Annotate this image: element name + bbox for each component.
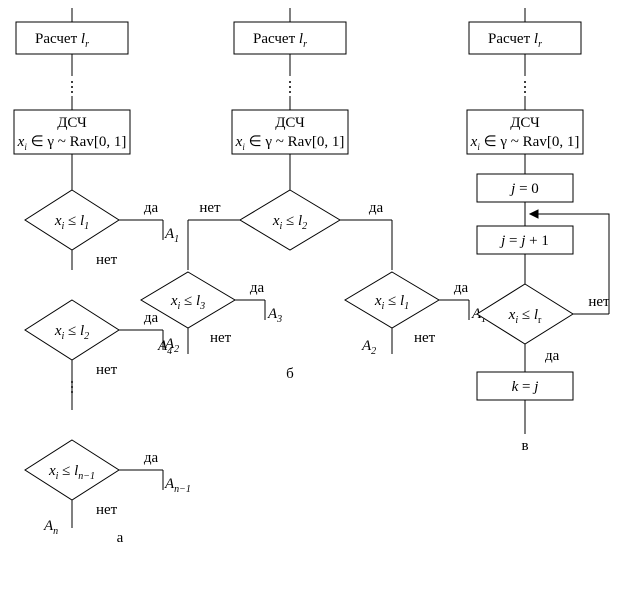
sink-label: A2 — [361, 338, 376, 357]
dsch-title: ДСЧ — [57, 115, 87, 131]
yes-label: да — [545, 348, 560, 364]
sink-label: An−1 — [164, 476, 191, 495]
dsch-content: xi ∈ γ ~ Rav[0, 1] — [470, 134, 580, 152]
no-label: нет — [96, 252, 118, 268]
yes-label: да — [250, 280, 265, 296]
yes-label: да — [144, 200, 159, 216]
yes-label: да — [454, 280, 469, 296]
caption-a: а — [117, 530, 124, 546]
sink-label: A1 — [164, 226, 179, 245]
no-label: нет — [96, 502, 118, 518]
no-label: нет — [588, 294, 610, 310]
yes-label: да — [144, 310, 159, 326]
no-label: нет — [96, 362, 118, 378]
dsch-title: ДСЧ — [510, 115, 540, 131]
no-label: нет — [414, 330, 436, 346]
flowchart-diagram: Расчет lrДСЧxi ∈ γ ~ Rav[0, 1]xi ≤ l1даA… — [0, 0, 620, 608]
caption-b: б — [286, 366, 294, 382]
dsch-content: xi ∈ γ ~ Rav[0, 1] — [235, 134, 345, 152]
dsch-title: ДСЧ — [275, 115, 305, 131]
yes-label: да — [369, 200, 384, 216]
caption-c: в — [521, 438, 528, 454]
init-label: j = 0 — [509, 181, 539, 197]
assign-label: k = j — [512, 379, 539, 395]
yes-label: да — [144, 450, 159, 466]
incr-label: j = j + 1 — [499, 233, 549, 249]
no-label: нет — [199, 200, 221, 216]
dsch-content: xi ∈ γ ~ Rav[0, 1] — [17, 134, 127, 152]
sink-label: A3 — [267, 306, 282, 325]
sink-label: An — [43, 518, 58, 537]
no-label: нет — [210, 330, 232, 346]
